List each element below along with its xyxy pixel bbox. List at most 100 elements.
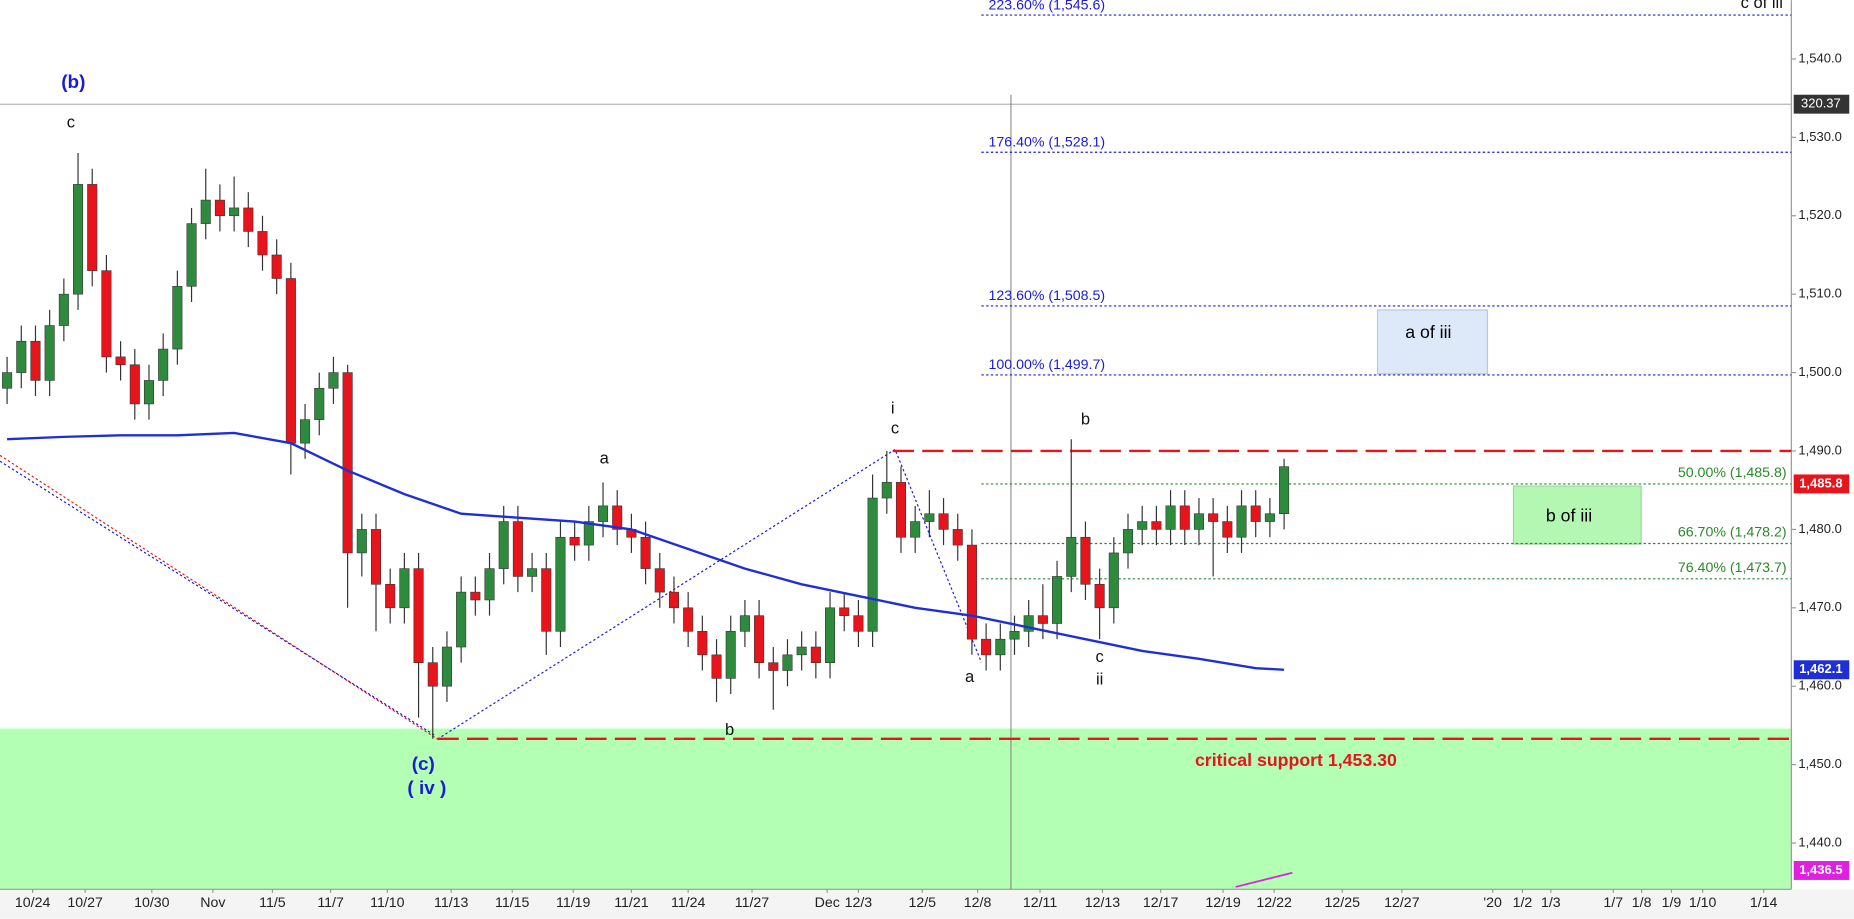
- candle-body: [555, 536, 566, 632]
- candle-body: [115, 356, 126, 366]
- candle-body: [1279, 466, 1290, 515]
- fib-label: 100.00% (1,499.7): [988, 357, 1105, 373]
- wave-label: a: [600, 448, 610, 467]
- y-tick-label: 1,510.0: [1798, 286, 1841, 301]
- x-tick-label: 1/10: [1689, 895, 1717, 911]
- candle-body: [44, 325, 55, 381]
- x-tick-label: 11/21: [614, 895, 649, 911]
- y-tick-label: 1,470.0: [1798, 599, 1841, 614]
- y-tick-label: 1,500.0: [1798, 364, 1841, 379]
- candle-body: [853, 615, 864, 632]
- candle-body: [938, 513, 949, 530]
- candle-body: [200, 199, 211, 224]
- candle-body: [711, 654, 722, 679]
- x-tick-label: 12/3: [845, 895, 873, 911]
- y-tick-label: 1,450.0: [1798, 756, 1841, 771]
- wave-label: b: [725, 720, 734, 739]
- fib-label: 123.60% (1,508.5): [988, 288, 1105, 304]
- x-tick-label: 11/27: [735, 895, 770, 911]
- box-label: a of iii: [1405, 322, 1451, 342]
- candle-body: [413, 568, 424, 663]
- x-tick-label: 11/15: [495, 895, 530, 911]
- candle-body: [1094, 583, 1105, 609]
- wave-line: [437, 448, 982, 740]
- candle-body: [725, 631, 736, 679]
- zone-layer: [0, 728, 1792, 890]
- crosshair-value: 320.37: [1801, 96, 1841, 111]
- candle-body: [697, 631, 708, 656]
- support-zone: [0, 728, 1792, 890]
- candle-body: [1122, 529, 1134, 554]
- candle-body: [825, 607, 836, 663]
- candle-body: [541, 568, 552, 632]
- candle-body: [910, 521, 921, 538]
- candle-body: [569, 536, 580, 546]
- candle-body: [314, 387, 325, 420]
- candle-body: [881, 482, 892, 499]
- candle-body: [257, 231, 268, 256]
- x-tick-label: 11/10: [370, 895, 405, 911]
- x-tick-label: 12/17: [1143, 895, 1179, 911]
- fib-label: 50.00% (1,485.8): [1678, 465, 1787, 481]
- x-tick-label: 11/24: [671, 895, 706, 911]
- candle-body: [243, 207, 254, 232]
- y-tick-label: 1,530.0: [1798, 129, 1841, 144]
- candle-body: [768, 662, 779, 671]
- candle-body: [782, 654, 793, 671]
- price-badge-label: 1,485.8: [1799, 475, 1842, 490]
- box-b: [1512, 485, 1642, 545]
- x-tick-label: 12/11: [1023, 895, 1058, 911]
- x-tick-label: Nov: [200, 895, 226, 911]
- candle-body: [30, 340, 41, 381]
- x-tick-label: 12/27: [1384, 895, 1420, 911]
- x-tick-label: 11/13: [434, 895, 469, 911]
- candle-body: [16, 340, 27, 373]
- boxes: a of iii b of iii: [1376, 309, 1642, 545]
- candle-body: [470, 591, 481, 601]
- support-label: critical support 1,453.30: [1195, 750, 1397, 770]
- x-tick-label: 12/19: [1205, 895, 1241, 911]
- candle-body: [597, 505, 609, 522]
- candle-body: [995, 638, 1006, 656]
- x-tick-label: 12/8: [964, 895, 992, 911]
- x-tick-label: 1/14: [1750, 895, 1778, 911]
- candle-body: [640, 536, 651, 569]
- candle-body: [1066, 536, 1077, 577]
- candle-body: [87, 184, 98, 271]
- candle-body: [952, 529, 963, 546]
- y-tick-label: 1,460.0: [1798, 678, 1841, 693]
- candle-body: [796, 646, 807, 656]
- x-tick-label: 11/5: [259, 895, 286, 911]
- box-label: b of iii: [1546, 506, 1592, 526]
- wave-label: ( iv ): [407, 778, 446, 799]
- candle-body: [512, 521, 523, 577]
- candle-body: [1179, 505, 1190, 530]
- candle-body: [1264, 513, 1275, 522]
- candle-body: [924, 513, 935, 522]
- candle-body: [895, 482, 907, 538]
- candle-body: [300, 419, 311, 444]
- candle-body: [172, 286, 183, 350]
- candle-body: [484, 568, 495, 601]
- candle-body: [456, 591, 467, 648]
- candle-body: [1222, 521, 1233, 538]
- candle-body: [285, 278, 296, 444]
- x-tick-label: 1/2: [1513, 895, 1533, 911]
- fib-label: 76.40% (1,473.7): [1678, 560, 1787, 576]
- wave-label: i: [891, 399, 895, 418]
- price-badge-label: 1,436.5: [1799, 862, 1842, 877]
- candle-body: [271, 254, 282, 279]
- candle-body: [399, 568, 410, 609]
- candle-body: [229, 207, 240, 217]
- candle-body: [1151, 521, 1162, 530]
- x-tick-label: Dec: [815, 895, 840, 911]
- y-tick-label: 1,440.0: [1798, 834, 1841, 849]
- candle-body: [441, 646, 452, 687]
- wave-label: a: [965, 667, 975, 686]
- candle-body: [668, 591, 679, 609]
- candle-body: [385, 583, 396, 609]
- candle-body: [143, 380, 155, 405]
- fib-label: 223.60% (1,545.6): [988, 0, 1105, 13]
- x-tick-label: 1/7: [1603, 895, 1623, 911]
